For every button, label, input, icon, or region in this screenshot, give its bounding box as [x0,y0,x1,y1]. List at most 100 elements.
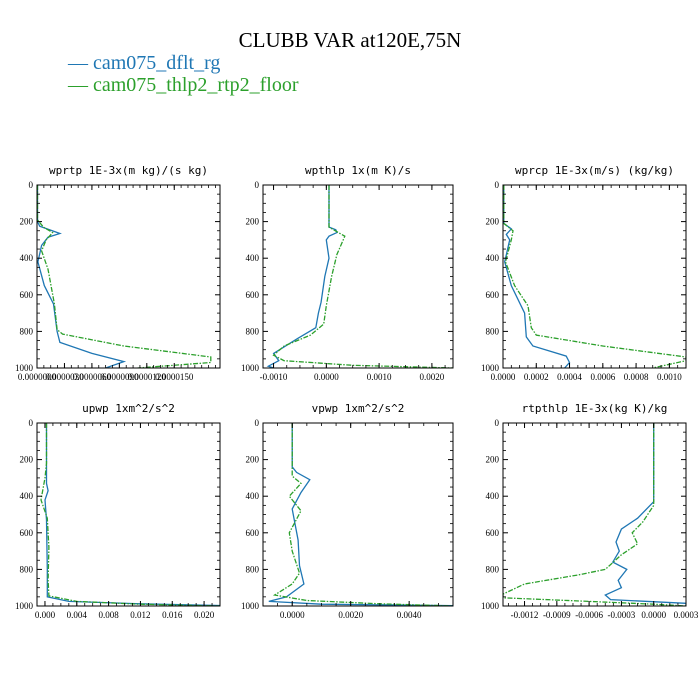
plot-frame [262,422,454,607]
y-tick-label: 400 [20,491,34,501]
y-tick-label: 200 [20,217,34,227]
x-tick-label: 0.0010 [367,372,392,382]
plot-frame [36,184,221,369]
y-tick-label: 400 [486,253,500,263]
x-tick-label: 0.0000 [314,372,339,382]
y-tick-label: 200 [246,217,260,227]
x-tick-label: 0.0000060 [73,372,112,382]
y-tick-label: 800 [20,564,34,574]
figure-title: CLUBB VAR at120E,75N [238,28,462,52]
panel-title: upwp 1xm^2/s^2 [82,402,175,415]
y-tick-label: 200 [486,217,500,227]
x-tick-label: 0.0000 [280,610,305,620]
x-tick-label: -0.0003 [608,610,636,620]
y-tick-label: 1000 [15,363,34,373]
x-tick-label: 0.0004 [557,372,582,382]
y-tick-label: 400 [246,491,260,501]
y-tick-label: 600 [486,528,500,538]
x-tick-label: 0.0000000 [18,372,57,382]
series-line-dflt-rg [37,185,127,368]
panel-title: vpwp 1xm^2/s^2 [312,402,405,415]
y-tick-label: 1000 [241,601,260,611]
x-tick-label: -0.0006 [575,610,603,620]
panel-title: wprtp 1E-3x(m kg)/(s kg) [49,164,208,177]
y-tick-label: 400 [20,253,34,263]
x-tick-label: 0.0006 [590,372,615,382]
x-tick-label: 0.0020 [338,610,363,620]
series-line-thlp2-rtp2-floor [272,185,453,368]
series-line-dflt-rg [503,185,571,368]
x-tick-label: 0.0000090 [100,372,139,382]
y-tick-label: 400 [486,491,500,501]
series-line-dflt-rg [604,423,686,606]
y-tick-label: 200 [246,455,260,465]
y-tick-label: 0 [495,180,500,190]
y-tick-label: 1000 [15,601,34,611]
panel-title: wprcp 1E-3x(m/s) (kg/kg) [515,164,674,177]
panel-1: wprtp 1E-3x(m kg)/(s kg) 0 200 400 600 800 100… [15,164,221,382]
panel-title: wpthlp 1x(m K)/s [305,164,411,177]
y-tick-label: 600 [246,528,260,538]
y-tick-label: 1000 [241,363,260,373]
x-tick-label: -0.0010 [260,372,288,382]
y-tick-label: 800 [246,564,260,574]
x-tick-label: 0.0000 [491,372,516,382]
y-tick-label: 1000 [481,363,500,373]
x-tick-label: -0.0012 [511,610,539,620]
x-tick-label: 0.0000 [641,610,666,620]
legend-entry-dflt-rg: — cam075_dflt_rg [68,52,221,74]
x-tick-label: 0.0010 [657,372,682,382]
series-line-dflt-rg [268,423,453,606]
y-tick-label: 800 [246,326,260,336]
plot-frame [36,422,221,607]
x-tick-label: 0.000 [35,610,56,620]
x-tick-label: 0.016 [162,610,183,620]
y-tick-label: 600 [486,290,500,300]
plot-frame [502,184,687,369]
y-tick-label: 800 [20,326,34,336]
y-tick-label: 200 [20,455,34,465]
y-tick-label: 0 [255,180,260,190]
y-tick-label: 0 [255,418,260,428]
x-tick-label: 0.0040 [397,610,422,620]
x-tick-label: 0.0003 [674,610,699,620]
x-tick-label: 0.004 [67,610,88,620]
legend-entry-thlp2-rtp2-floor: — cam075_thlp2_rtp2_floor [68,74,299,96]
plot-frame [262,184,454,369]
y-tick-label: 1000 [481,601,500,611]
series-line-thlp2-rtp2-floor [40,423,220,606]
panel-5: vpwp 1xm^2/s^2 0 200 400 600 800 1000 0.0000 0.0… [241,402,454,620]
series-line-thlp2-rtp2-floor [503,423,686,606]
series-line-thlp2-rtp2-floor [272,423,453,606]
panel-2: wpthlp 1x(m K)/s 0 200 400 600 800 1000-0.0010… [241,164,454,382]
y-tick-label: 600 [20,290,34,300]
y-tick-label: 600 [246,290,260,300]
x-tick-label: 0.0020 [420,372,445,382]
y-tick-label: 800 [486,564,500,574]
y-tick-label: 400 [246,253,260,263]
x-tick-label: -0.0009 [543,610,571,620]
y-tick-label: 200 [486,455,500,465]
panel-title: rtpthlp 1E-3x(kg K)/kg [522,402,668,415]
x-tick-label: 0.020 [194,610,215,620]
series-line-dflt-rg [44,423,220,606]
series-line-dflt-rg [266,185,338,368]
y-tick-label: 0 [495,418,500,428]
x-tick-label: 0.0000120 [128,372,167,382]
plot-frame [502,422,687,607]
panel-3: wprcp 1E-3x(m/s) (kg/kg) 0 200 400 600 800 100… [481,164,687,382]
x-tick-label: 0.012 [130,610,150,620]
y-tick-label: 800 [486,326,500,336]
panel-6: rtpthlp 1E-3x(kg K)/kg 0 200 400 600 800 1000 -… [481,402,699,620]
series-line-thlp2-rtp2-floor [503,185,686,368]
x-tick-label: 0.0008 [624,372,649,382]
x-tick-label: 0.0002 [524,372,549,382]
x-tick-label: 0.0000030 [45,372,84,382]
x-tick-label: 0.0000150 [155,372,194,382]
series-line-thlp2-rtp2-floor [37,185,212,368]
y-tick-label: 0 [29,180,34,190]
y-tick-label: 0 [29,418,34,428]
y-tick-label: 600 [20,528,34,538]
